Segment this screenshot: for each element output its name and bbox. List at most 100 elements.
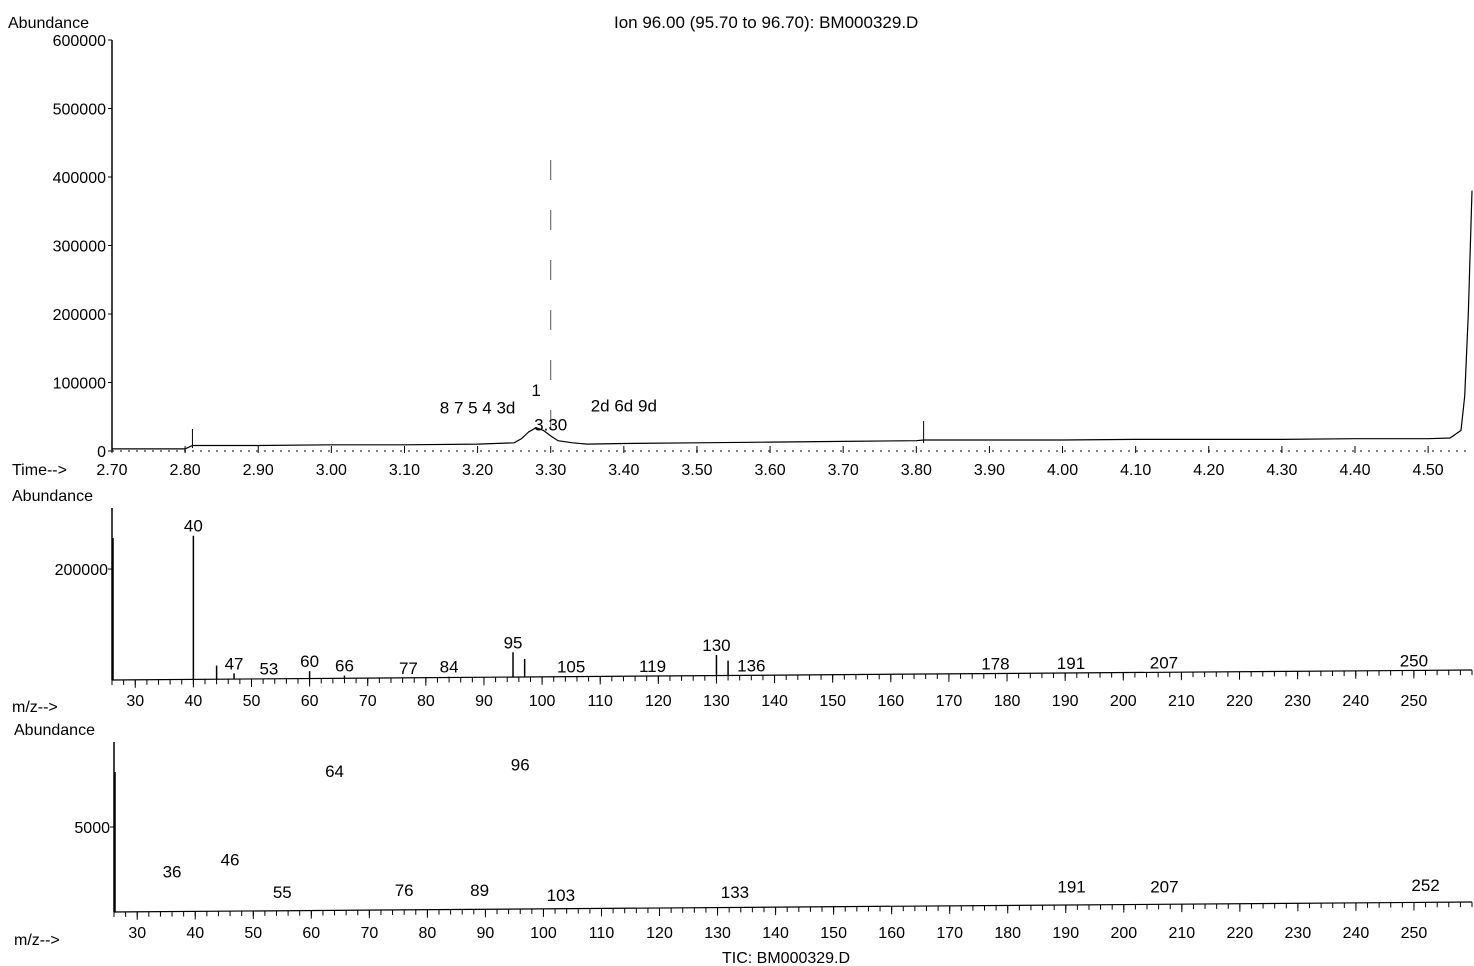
spectrum-x-axis-line <box>113 901 1473 913</box>
spectrum-y-tick-label: 5000 <box>74 820 110 837</box>
spectrum-peak-label: 96 <box>511 755 530 774</box>
chromatogram-x-tick-label: 4.00 <box>1047 462 1078 479</box>
chromatogram-y-axis-label: Abundance <box>8 15 89 32</box>
chromatogram-x-tick-label: 4.40 <box>1339 462 1370 479</box>
spectrum-x-tick-label: 140 <box>762 925 789 942</box>
chromatogram-x-tick-label: 4.30 <box>1266 462 1297 479</box>
chromatogram-peak-annotation: 3.30 <box>534 415 567 434</box>
chromatogram-x-tick-label: 3.10 <box>389 462 420 479</box>
spectrum-x-tick-label: 150 <box>819 693 846 710</box>
chromatogram-peak-annotation: 2d 6d 9d <box>591 396 657 415</box>
spectrum-x-tick-label: 220 <box>1227 925 1254 942</box>
spectrum-x-tick-label: 100 <box>530 925 557 942</box>
spectrum-1-x-ticks: 30 40 50 60 70 80 90 100 110 120 130 140 150 160 170 18… <box>111 670 1473 710</box>
spectrum-x-tick-label: 240 <box>1343 925 1370 942</box>
spectrum-x-tick-label: 130 <box>703 693 730 710</box>
spectrum-x-tick-label: 120 <box>645 693 672 710</box>
spectrum-x-tick-label: 40 <box>186 925 204 942</box>
spectrum-2-bars: 36 46 55 64 76 89 96 103 133 191 207 252 <box>114 755 1440 912</box>
spectrum-peak-label: 250 <box>1400 651 1428 670</box>
spectrum-2-axes <box>113 742 1473 913</box>
chromatogram-panel: Abundance Ion 96.00 (95.70 to 96.70): BM… <box>8 13 1473 479</box>
spectrum-x-tick-label: 50 <box>244 925 262 942</box>
chromatogram-peak-annotation: 8 7 5 4 3d <box>440 398 516 417</box>
spectrum-x-tick-label: 250 <box>1401 693 1428 710</box>
spectrum-peak-label: 66 <box>335 657 354 676</box>
spectrum-x-tick-label: 130 <box>704 925 731 942</box>
chromatogram-x-axis-label: Time--> <box>12 462 67 479</box>
spectrum-2-y-axis-label: Abundance <box>14 722 95 739</box>
spectrum-x-tick-label: 250 <box>1401 925 1428 942</box>
chromatogram-x-tick-label: 3.50 <box>681 462 712 479</box>
spectrum-x-tick-label: 170 <box>936 925 963 942</box>
spectrum-peak-label: 77 <box>399 659 418 678</box>
spectrum-x-tick-label: 220 <box>1226 693 1253 710</box>
spectrum-x-tick-label: 30 <box>126 693 144 710</box>
spectrum-2-x-axis-label: m/z--> <box>14 932 60 949</box>
spectrum-x-tick-label: 210 <box>1168 925 1195 942</box>
spectrum-x-tick-label: 240 <box>1342 693 1369 710</box>
chromatogram-title: Ion 96.00 (95.70 to 96.70): BM000329.D <box>614 13 918 32</box>
spectrum-y-tick-label: 200000 <box>55 562 108 579</box>
spectrum-2-y-ticks: 5000 <box>74 820 114 837</box>
spectrum-x-tick-label: 90 <box>477 925 495 942</box>
spectrum-x-tick-label: 160 <box>877 693 904 710</box>
chromatogram-y-tick-label: 200000 <box>53 307 106 324</box>
chromatogram-y-tick-label: 0 <box>97 444 106 461</box>
spectrum-1-y-axis-label: Abundance <box>12 488 93 505</box>
chromatogram-y-tick-label: 400000 <box>53 170 106 187</box>
spectrum-peak-label: 47 <box>225 654 244 673</box>
spectrum-x-tick-label: 90 <box>475 693 493 710</box>
chromatogram-y-ticks: 0 100000 200000 300000 400000 500000 600000 <box>53 33 112 461</box>
spectrum-x-tick-label: 230 <box>1285 925 1312 942</box>
spectrum-peak-label: 40 <box>184 517 203 536</box>
chromatogram-x-tick-label: 4.10 <box>1120 462 1151 479</box>
spectrum-peak-label: 191 <box>1057 878 1085 897</box>
chromatogram-y-tick-label: 600000 <box>53 33 106 50</box>
chromatogram-x-tick-label: 4.50 <box>1413 462 1444 479</box>
spectrum-peak-label: 60 <box>300 652 319 671</box>
spectrum-peak-label: 191 <box>1057 654 1085 673</box>
spectrum-peak-label: 46 <box>221 851 240 870</box>
spectrum-peak-label: 55 <box>273 883 292 902</box>
chromatogram-y-tick-label: 300000 <box>53 239 106 256</box>
chromatogram-x-tick-label: 3.80 <box>901 462 932 479</box>
spectrum-1-axes <box>111 508 1473 681</box>
spectrum-x-tick-label: 70 <box>360 925 378 942</box>
spectrum-2-panel: Abundance m/z--> 5000 30 40 50 60 70 80 90 100 1… <box>14 722 1473 966</box>
chromatogram-annotations: 1 3.30 8 7 5 4 3d 2d 6d 9d <box>440 381 657 434</box>
spectrum-peak-label: 133 <box>721 883 749 902</box>
spectrum-1-x-axis-label: m/z--> <box>12 699 58 716</box>
spectrum-x-tick-label: 110 <box>589 925 615 942</box>
spectrum-x-tick-label: 110 <box>587 693 613 710</box>
spectrum-x-tick-label: 200 <box>1110 693 1137 710</box>
chromatogram-x-tick-label: 4.20 <box>1193 462 1224 479</box>
spectrum-2-x-ticks: 30 40 50 60 70 80 90 100 110 120 130 140 150 160 170 18… <box>113 902 1473 942</box>
spectrum-x-tick-label: 170 <box>936 693 963 710</box>
spectrum-x-tick-label: 190 <box>1052 925 1079 942</box>
spectrum-peak-label: 103 <box>547 886 575 905</box>
spectrum-x-tick-label: 80 <box>417 693 435 710</box>
spectrum-x-tick-label: 180 <box>994 693 1021 710</box>
spectrum-x-tick-label: 120 <box>646 925 673 942</box>
chromatogram-x-tick-label: 3.40 <box>608 462 639 479</box>
chromatogram-y-tick-label: 100000 <box>53 376 106 393</box>
spectrum-x-tick-label: 60 <box>302 925 320 942</box>
chromatogram-x-tick-label: 3.30 <box>535 462 566 479</box>
spectrum-peak-label: 76 <box>395 881 414 900</box>
spectrum-x-tick-label: 70 <box>359 693 377 710</box>
spectrum-peak-label: 252 <box>1411 876 1439 895</box>
spectrum-peak-label: 53 <box>259 659 278 678</box>
spectrum-2-footer: TIC: BM000329.D <box>722 950 850 966</box>
spectrum-peak-label: 89 <box>470 881 489 900</box>
chromatogram-series <box>112 160 1473 450</box>
spectrum-peak-label: 178 <box>981 655 1009 674</box>
spectrum-x-tick-label: 230 <box>1284 693 1311 710</box>
chromatogram-x-tick-label: 3.70 <box>828 462 859 479</box>
chromatogram-x-tick-label: 2.90 <box>243 462 274 479</box>
chromatogram-trace <box>112 190 1473 450</box>
chromatogram-x-tick-label: 3.60 <box>754 462 785 479</box>
spectrum-peak-label: 105 <box>557 658 585 677</box>
chromatogram-x-ticks: 2.70 2.80 2.90 3.00 3.10 3.20 3.30 3.40 3.50 3.60… <box>96 446 1444 479</box>
